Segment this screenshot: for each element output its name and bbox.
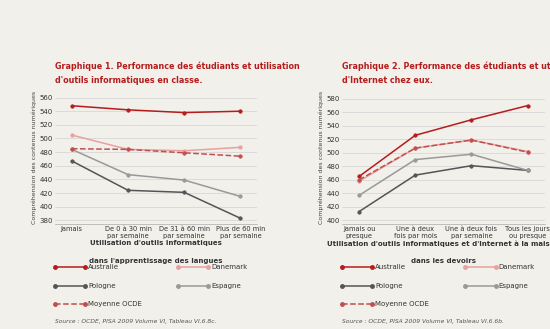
Text: Espagne: Espagne <box>211 283 241 289</box>
Text: Pologne: Pologne <box>375 283 403 289</box>
Text: Utilisation d'outils informatiques: Utilisation d'outils informatiques <box>90 240 222 246</box>
Text: d'outils informatiques en classe.: d'outils informatiques en classe. <box>55 76 202 85</box>
Y-axis label: Compréhension des contenus numériques: Compréhension des contenus numériques <box>318 91 324 224</box>
Text: Graphique 2. Performance des étudiants et utilisation: Graphique 2. Performance des étudiants e… <box>342 61 550 71</box>
Text: Pologne: Pologne <box>88 283 116 289</box>
Text: Espagne: Espagne <box>498 283 528 289</box>
Y-axis label: Compréhension des contenus numériques: Compréhension des contenus numériques <box>31 91 37 224</box>
Text: Source : OCDE, PISA 2009 Volume VI, Tableau VI.6.6b.: Source : OCDE, PISA 2009 Volume VI, Tabl… <box>342 319 504 324</box>
Text: dans l'apprentissage des langues: dans l'apprentissage des langues <box>90 258 223 264</box>
Text: d'Internet chez eux.: d'Internet chez eux. <box>342 76 433 85</box>
Text: Moyenne OCDE: Moyenne OCDE <box>88 301 142 307</box>
Text: dans les devoirs: dans les devoirs <box>411 258 476 264</box>
Text: Utilisation d'outils informatiques et d'Internet à la maison: Utilisation d'outils informatiques et d'… <box>327 240 550 247</box>
Text: Source : OCDE, PISA 2009 Volume VI, Tableau VI.6.8c.: Source : OCDE, PISA 2009 Volume VI, Tabl… <box>55 319 216 324</box>
Text: Danemark: Danemark <box>211 265 248 270</box>
Text: Australie: Australie <box>88 265 119 270</box>
Text: Graphique 1. Performance des étudiants et utilisation: Graphique 1. Performance des étudiants e… <box>55 61 300 71</box>
Text: Danemark: Danemark <box>498 265 535 270</box>
Text: Moyenne OCDE: Moyenne OCDE <box>375 301 429 307</box>
Text: Australie: Australie <box>375 265 406 270</box>
